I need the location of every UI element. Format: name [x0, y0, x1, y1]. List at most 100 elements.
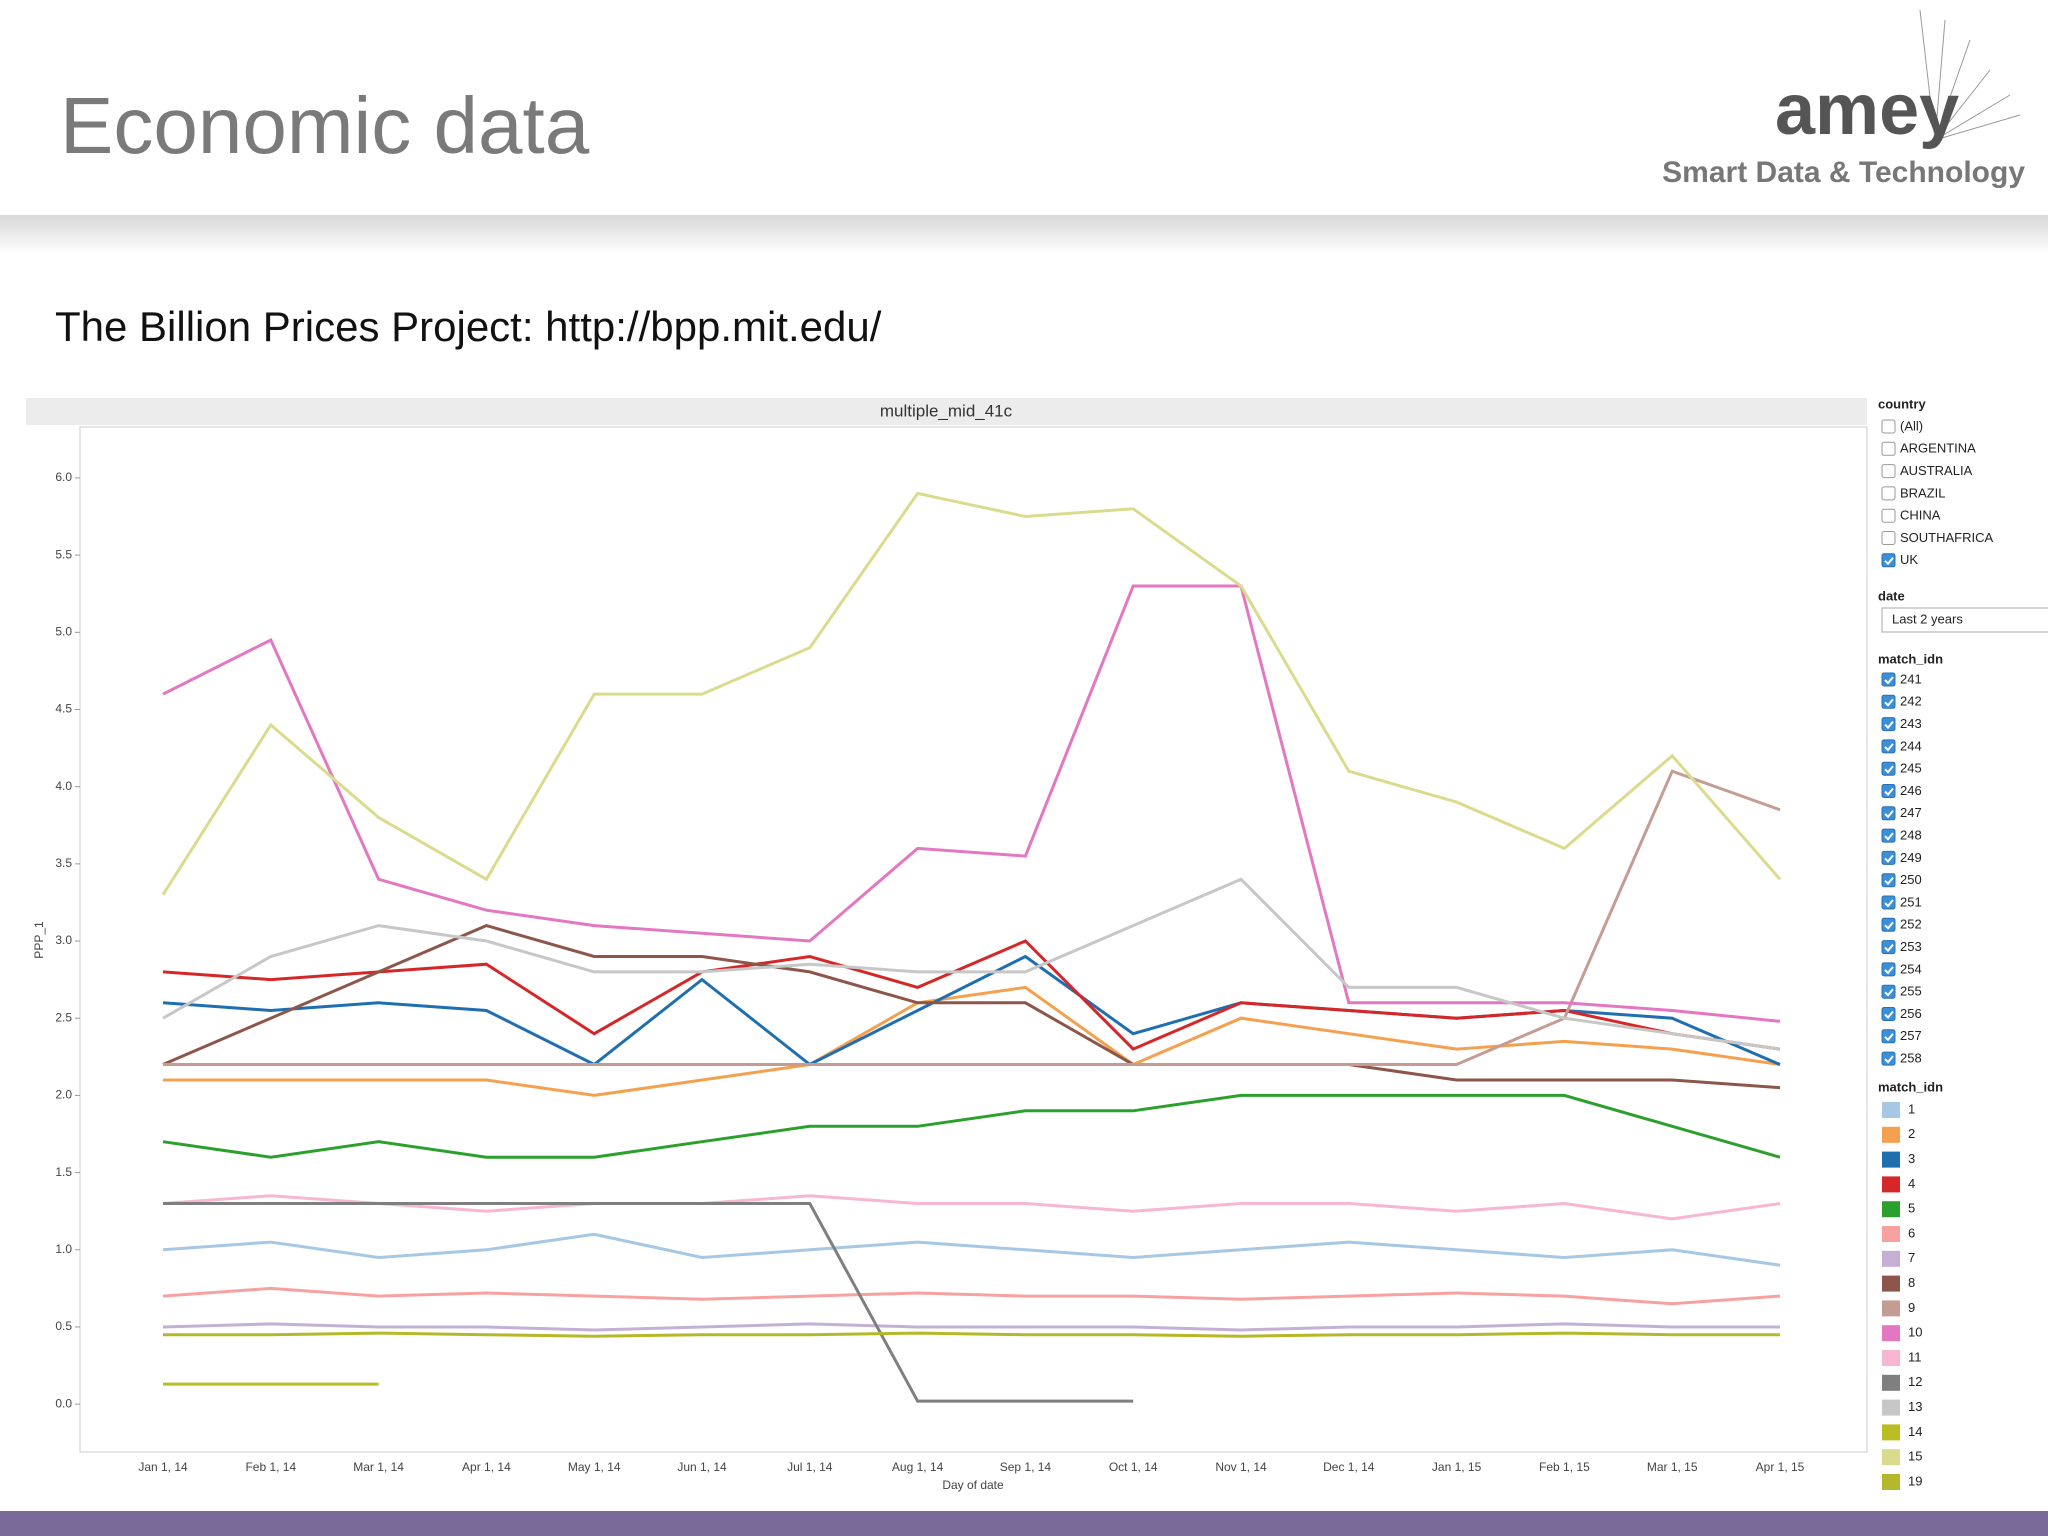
checkbox[interactable]: [1881, 739, 1896, 754]
filter-option: 247: [1900, 805, 1922, 820]
x-tick-label: Apr 1, 14: [462, 1460, 511, 1474]
checkbox-tick: [1884, 966, 1894, 975]
filter-option: 252: [1900, 917, 1922, 932]
legend-label: 3: [1908, 1151, 1915, 1166]
checkbox[interactable]: [1881, 895, 1896, 910]
checkbox[interactable]: [1881, 441, 1896, 456]
dropdown[interactable]: [1881, 607, 2048, 633]
footer-bar: [0, 1511, 2048, 1536]
series-line: [162, 939, 1781, 1051]
checkbox[interactable]: [1881, 984, 1896, 999]
checkbox[interactable]: [1881, 464, 1896, 479]
filter-option: 258: [1900, 1051, 1922, 1066]
checkbox[interactable]: [1881, 419, 1896, 434]
checkbox[interactable]: [1881, 717, 1896, 732]
y-tick-label: 5.0: [55, 624, 72, 638]
checkbox[interactable]: [1881, 694, 1896, 709]
series-line: [162, 1232, 1781, 1267]
checkbox[interactable]: [1881, 531, 1896, 545]
filter-option: 250: [1900, 872, 1922, 887]
x-tick-label: Oct 1, 14: [1109, 1460, 1158, 1474]
legend-label: 13: [1908, 1399, 1922, 1414]
checkbox[interactable]: [1881, 508, 1896, 523]
y-tick-label: 0.0: [55, 1396, 72, 1410]
series-line: [162, 1322, 1780, 1332]
checkbox-tick: [1884, 1055, 1894, 1064]
filter-option: 251: [1900, 894, 1922, 909]
checkbox-tick: [1884, 943, 1894, 953]
x-tick-label: Jun 1, 14: [677, 1460, 727, 1474]
y-tick-label: 1.5: [55, 1165, 72, 1179]
filter-option: (All): [1900, 418, 1923, 433]
checkbox[interactable]: [1881, 1029, 1896, 1044]
checkbox[interactable]: [1881, 962, 1896, 977]
filter-option: AUSTRALIA: [1900, 463, 1973, 478]
legend-label: 19: [1908, 1473, 1922, 1488]
checkbox[interactable]: [1881, 828, 1896, 843]
filter-option: 241: [1900, 671, 1922, 686]
filter-option: 248: [1900, 828, 1922, 843]
y-tick-label: 0.5: [55, 1319, 72, 1333]
filter-option: 253: [1900, 939, 1922, 954]
series-line: [163, 985, 1781, 1097]
checkbox[interactable]: [1881, 1007, 1896, 1021]
filter-option: 242: [1900, 694, 1922, 709]
series-line: [163, 1331, 1780, 1338]
y-tick-label: 6.0: [55, 470, 72, 484]
y-tick-label: 4.0: [55, 779, 72, 793]
legend-label: 15: [1908, 1449, 1922, 1464]
x-tick-label: Feb 1, 15: [1539, 1460, 1590, 1474]
filter-option: 243: [1900, 716, 1922, 731]
legend-swatch: [1882, 1250, 1900, 1267]
series-line: [162, 924, 1781, 1090]
checkbox-tick: [1884, 765, 1894, 774]
checkbox[interactable]: [1881, 672, 1896, 687]
x-tick-label: Feb 1, 14: [245, 1460, 296, 1474]
checkbox[interactable]: [1881, 761, 1896, 776]
legend-label: 12: [1908, 1374, 1922, 1389]
checkbox-tick: [1884, 557, 1894, 566]
legend-swatch: [1882, 1201, 1900, 1218]
legend-label: 6: [1908, 1225, 1915, 1240]
logo: amey: [1775, 70, 1959, 150]
checkbox-tick: [1884, 787, 1894, 796]
x-tick-label: Apr 1, 15: [1756, 1460, 1805, 1474]
checkbox-tick: [1884, 1033, 1894, 1042]
x-tick-label: May 1, 14: [568, 1460, 621, 1474]
legend-swatch: [1882, 1151, 1900, 1168]
x-tick-label: Mar 1, 14: [353, 1460, 404, 1474]
checkbox[interactable]: [1881, 850, 1896, 865]
checkbox[interactable]: [1881, 784, 1896, 798]
filter-option: ARGENTINA: [1900, 441, 1976, 456]
legend-swatch: [1882, 1300, 1900, 1317]
checkbox[interactable]: [1881, 553, 1896, 568]
checkbox[interactable]: [1881, 917, 1896, 932]
y-tick-label: 2.5: [55, 1010, 72, 1024]
checkbox[interactable]: [1881, 1051, 1896, 1066]
x-tick-label: Aug 1, 14: [892, 1460, 944, 1474]
checkbox[interactable]: [1881, 873, 1896, 888]
series-line: [163, 769, 1781, 1066]
legend-label: 8: [1908, 1275, 1915, 1290]
checkbox[interactable]: [1881, 940, 1896, 955]
legend-label: 10: [1908, 1325, 1922, 1340]
filter-option: 256: [1900, 1006, 1922, 1021]
checkbox-tick: [1884, 988, 1894, 997]
x-tick-label: Jan 1, 14: [138, 1460, 188, 1474]
legend-label: 7: [1908, 1250, 1915, 1265]
legend-swatch: [1882, 1424, 1900, 1441]
subtitle: The Billion Prices Project: http://bpp.m…: [55, 303, 882, 350]
y-tick-label: 3.5: [55, 856, 72, 870]
filter-option: SOUTHAFRICA: [1900, 530, 1994, 545]
filter-option: 246: [1900, 783, 1922, 798]
filter-option: 245: [1900, 761, 1922, 776]
x-tick-label: Jan 1, 15: [1432, 1460, 1482, 1474]
checkbox[interactable]: [1881, 486, 1896, 501]
tagline: Smart Data & Technology: [1662, 156, 2025, 189]
filter-option: UK: [1900, 552, 1918, 567]
checkbox-tick: [1884, 676, 1894, 685]
checkbox[interactable]: [1881, 806, 1896, 821]
y-tick-label: 2.0: [55, 1088, 72, 1102]
legend-swatch: [1882, 1474, 1900, 1490]
